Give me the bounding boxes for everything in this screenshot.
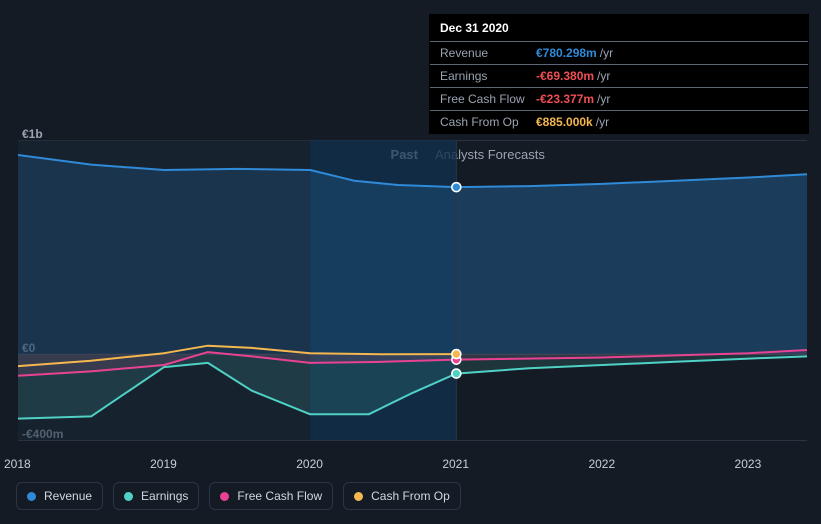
legend-item-revenue[interactable]: Revenue [16, 482, 103, 510]
x-axis-label: 2019 [150, 457, 177, 471]
legend-dot-icon [354, 492, 363, 501]
tooltip-row-value: €780.298m [536, 46, 597, 60]
tooltip-row-label: Cash From Op [440, 115, 536, 129]
chart-tooltip: Dec 31 2020 Revenue€780.298m/yrEarnings-… [429, 14, 809, 134]
tooltip-row-unit: /yr [600, 46, 613, 60]
tooltip-row: Cash From Op€885.000k/yr [430, 111, 808, 133]
tooltip-row-value: -€69.380m [536, 69, 594, 83]
tooltip-row: Revenue€780.298m/yr [430, 42, 808, 64]
legend-item-fcf[interactable]: Free Cash Flow [209, 482, 333, 510]
x-axis-label: 2018 [4, 457, 31, 471]
tooltip-row: Free Cash Flow-€23.377m/yr [430, 88, 808, 110]
tooltip-date: Dec 31 2020 [430, 15, 808, 41]
gridline [18, 440, 807, 441]
y-axis-label: €1b [22, 127, 43, 141]
legend-item-label: Earnings [141, 489, 188, 503]
tooltip-row-unit: /yr [597, 69, 610, 83]
chart-legend: Revenue Earnings Free Cash Flow Cash From O… [16, 482, 461, 510]
tooltip-row-value: €885.000k [536, 115, 593, 129]
tooltip-row-label: Free Cash Flow [440, 92, 536, 106]
financials-chart: { "chart": { "type": "area-line-timeseri… [0, 0, 821, 524]
legend-item-label: Free Cash Flow [237, 489, 322, 503]
x-axis-label: 2023 [735, 457, 762, 471]
tooltip-row-label: Revenue [440, 46, 536, 60]
x-axis-label: 2021 [442, 457, 469, 471]
tooltip-row-label: Earnings [440, 69, 536, 83]
x-axis-label: 2022 [588, 457, 615, 471]
tooltip-row-value: -€23.377m [536, 92, 594, 106]
legend-item-label: Cash From Op [371, 489, 450, 503]
tooltip-row: Earnings-€69.380m/yr [430, 65, 808, 87]
legend-dot-icon [220, 492, 229, 501]
legend-item-cfo[interactable]: Cash From Op [343, 482, 461, 510]
legend-dot-icon [124, 492, 133, 501]
x-axis-label: 2020 [296, 457, 323, 471]
tooltip-row-unit: /yr [597, 92, 610, 106]
legend-dot-icon [27, 492, 36, 501]
plot-area[interactable] [18, 140, 807, 440]
legend-item-label: Revenue [44, 489, 92, 503]
tooltip-row-unit: /yr [596, 115, 609, 129]
chart-svg [18, 140, 807, 440]
legend-item-earnings[interactable]: Earnings [113, 482, 199, 510]
